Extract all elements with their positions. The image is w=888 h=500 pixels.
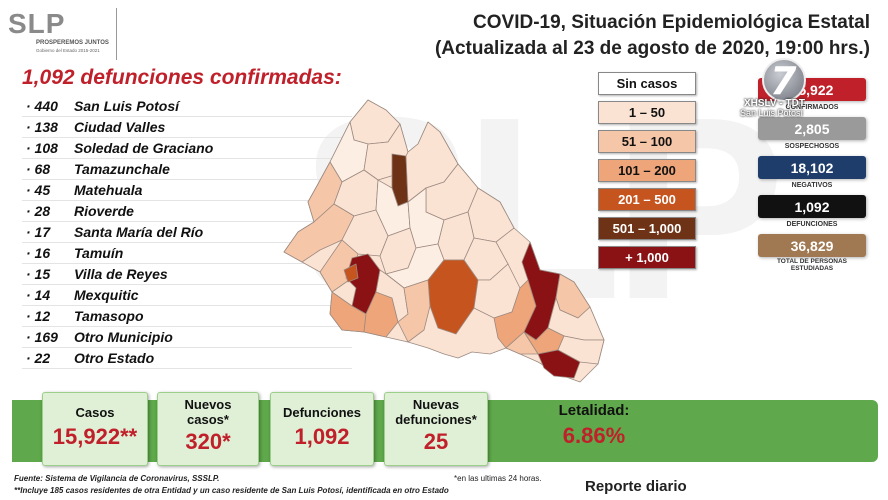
list-item: · 17 Santa María del Río bbox=[22, 222, 352, 243]
death-count: · 440 bbox=[26, 98, 58, 114]
map-region bbox=[397, 279, 431, 343]
cases-card: Casos 15,922** bbox=[42, 392, 148, 466]
list-item: · 45 Matehuala bbox=[22, 180, 352, 201]
death-count: · 17 bbox=[26, 224, 51, 240]
new-cases-card: Nuevos casos* 320* bbox=[157, 392, 259, 466]
municipality-name: Ciudad Valles bbox=[74, 119, 166, 135]
negative-label: NEGATIVOS bbox=[791, 182, 833, 189]
deaths-value: 1,092 bbox=[758, 195, 866, 218]
municipality-name: Villa de Reyes bbox=[74, 266, 168, 282]
municipality-name: Matehuala bbox=[74, 182, 143, 198]
logo-divider bbox=[116, 8, 117, 60]
death-count: · 138 bbox=[26, 119, 58, 135]
tv-channel-number: 7 bbox=[770, 59, 797, 103]
legend-item: 501 – 1,000 bbox=[598, 217, 696, 240]
new-cases-label: Nuevos casos* bbox=[184, 397, 232, 427]
deaths-card-label: Defunciones bbox=[282, 405, 361, 420]
municipality-name: Santa María del Río bbox=[74, 224, 204, 240]
new-deaths-value: 25 bbox=[423, 429, 449, 454]
list-item: · 22 Otro Estado bbox=[22, 348, 352, 369]
map-region-tamazunchale bbox=[537, 349, 581, 379]
new-cases-value: 320* bbox=[185, 429, 231, 454]
legend-item: Sin casos bbox=[598, 72, 696, 95]
stats-panel: 15,922 CONFIRMADOS 2,805 SOSPECHOSOS 18,… bbox=[758, 78, 866, 275]
list-item: · 16 Tamuín bbox=[22, 243, 352, 264]
death-count: · 28 bbox=[26, 203, 51, 219]
municipality-name: San Luis Potosí bbox=[74, 98, 180, 114]
map-legend: Sin casos 1 – 50 51 – 100 101 – 200 201 … bbox=[598, 72, 696, 275]
municipality-name: Otro Estado bbox=[74, 350, 155, 366]
deaths-card-value: 1,092 bbox=[294, 424, 350, 449]
list-item: · 15 Villa de Reyes bbox=[22, 264, 352, 285]
legend-item: 51 – 100 bbox=[598, 130, 696, 153]
logo-subtitle: Gobierno del Estado 2015-2021 bbox=[36, 48, 100, 53]
tv-city: San Luis Potosí bbox=[740, 108, 804, 118]
studied-label: TOTAL DE PERSONAS ESTUDIADAS bbox=[776, 258, 848, 272]
studied-value: 36,829 bbox=[758, 234, 866, 257]
municipality-name: Rioverde bbox=[74, 203, 134, 219]
legend-item: 101 – 200 bbox=[598, 159, 696, 182]
death-count: · 45 bbox=[26, 182, 51, 198]
legend-item: 1 – 50 bbox=[598, 101, 696, 124]
death-count: · 68 bbox=[26, 161, 51, 177]
list-item: · 12 Tamasopo bbox=[22, 306, 352, 327]
confirmed-label: CONFIRMADOS bbox=[785, 104, 839, 111]
death-count: · 12 bbox=[26, 308, 51, 324]
legend-item: + 1,000 bbox=[598, 246, 696, 269]
list-item: · 169 Otro Municipio bbox=[22, 327, 352, 348]
logo-mark: SLP bbox=[8, 8, 66, 39]
municipality-name: Soledad de Graciano bbox=[74, 140, 214, 156]
death-count: · 169 bbox=[26, 329, 58, 345]
lethality-label: Letalidad: bbox=[558, 402, 630, 419]
new-deaths-card: Nuevas defunciones* 25 bbox=[384, 392, 488, 466]
death-count: · 108 bbox=[26, 140, 58, 156]
deaths-card: Defunciones 1,092 bbox=[270, 392, 374, 466]
list-item: · 68 Tamazunchale bbox=[22, 159, 352, 180]
municipality-name: Mexquitic bbox=[74, 287, 139, 303]
tv-channel-logo: 7 XHSLV - TDT San Luis Potosí bbox=[740, 58, 836, 122]
lethality-value: 6.86% bbox=[562, 423, 626, 448]
municipality-name: Otro Municipio bbox=[74, 329, 173, 345]
map-region-soledad bbox=[343, 263, 359, 283]
death-count: · 15 bbox=[26, 266, 51, 282]
legend-item: 201 – 500 bbox=[598, 188, 696, 211]
title-line-2: (Actualizada al 23 de agosto de 2020, 19… bbox=[434, 38, 870, 59]
list-item: · 28 Rioverde bbox=[22, 201, 352, 222]
deaths-list: · 440 San Luis Potosí · 138 Ciudad Valles … bbox=[22, 96, 352, 369]
deaths-label: DEFUNCIONES bbox=[786, 221, 838, 228]
negative-value: 18,102 bbox=[758, 156, 866, 179]
death-count: · 16 bbox=[26, 245, 51, 261]
slp-logo: SLP PROSPEREMOS JUNTOS Gobierno del Esta… bbox=[8, 8, 118, 58]
list-item: · 108 Soledad de Graciano bbox=[22, 138, 352, 159]
cases-value: 15,922** bbox=[52, 424, 138, 449]
death-count: · 14 bbox=[26, 287, 51, 303]
municipality-name: Tamazunchale bbox=[74, 161, 170, 177]
death-count: · 22 bbox=[26, 350, 51, 366]
deaths-heading: 1,092 defunciones confirmadas: bbox=[22, 66, 342, 89]
suspected-value: 2,805 bbox=[758, 117, 866, 140]
title-line-1: COVID-19, Situación Epidemiológica Estat… bbox=[473, 12, 870, 33]
state-map bbox=[283, 99, 605, 383]
suspected-label: SOSPECHOSOS bbox=[784, 143, 840, 150]
report-label: Reporte diario bbox=[585, 478, 687, 495]
source-note: Fuente: Sistema de Vigilancia de Coronav… bbox=[14, 474, 220, 483]
municipality-name: Tamasopo bbox=[74, 308, 144, 324]
tv-callsign: XHSLV - TDT bbox=[744, 98, 805, 109]
lethality-block: Letalidad: 6.86% bbox=[494, 396, 694, 449]
last-24h-note: *en las ultimas 24 horas. bbox=[454, 474, 542, 483]
list-item: · 440 San Luis Potosí bbox=[22, 96, 352, 117]
new-deaths-label: Nuevas defunciones* bbox=[395, 397, 477, 427]
cases-label: Casos bbox=[75, 405, 115, 420]
municipality-name: Tamuín bbox=[74, 245, 124, 261]
page-title: COVID-19, Situación Epidemiológica Estat… bbox=[435, 12, 870, 60]
cases-footnote: **Incluye 185 casos residentes de otra E… bbox=[14, 486, 449, 495]
tv-logo-circle bbox=[762, 58, 806, 102]
list-item: · 14 Mexquitic bbox=[22, 285, 352, 306]
logo-tagline: PROSPEREMOS JUNTOS bbox=[36, 40, 109, 46]
list-item: · 138 Ciudad Valles bbox=[22, 117, 352, 138]
